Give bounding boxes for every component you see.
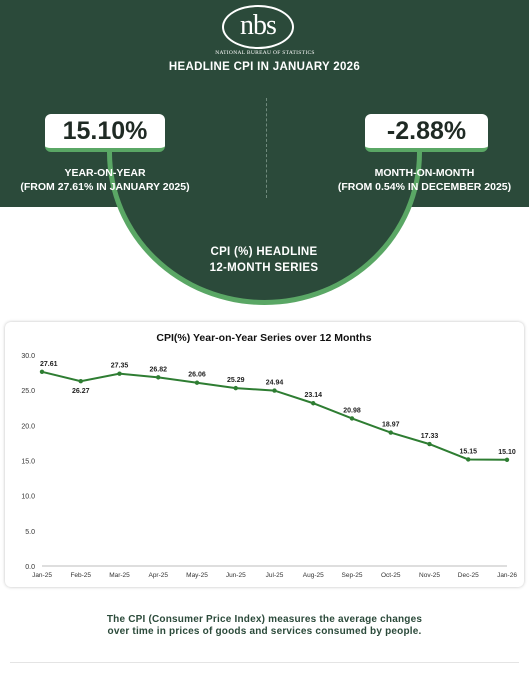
x-tick-label: Jun-25 — [226, 572, 246, 579]
x-tick-label: May-25 — [186, 572, 208, 579]
x-tick-label: Aug-25 — [303, 572, 324, 579]
mom-label: MONTH-ON-MONTH — [374, 167, 475, 179]
y-tick-label: 30.0 — [21, 353, 35, 360]
data-label: 26.82 — [149, 366, 167, 373]
page-headline: HEADLINE CPI IN JANUARY 2026 — [168, 61, 361, 73]
cpi-footnote: The CPI (Consumer Price Index) measures … — [20, 614, 509, 638]
x-tick-label: Jul-25 — [266, 572, 284, 579]
data-point — [466, 457, 471, 462]
y-tick-label: 10.0 — [21, 494, 35, 501]
y-tick-label: 15.0 — [21, 459, 35, 466]
x-tick-label: Oct-25 — [381, 572, 401, 579]
mom-label-block: MONTH-ON-MONTH (FROM 0.54% IN DECEMBER 2… — [320, 166, 529, 194]
data-label: 26.27 — [72, 388, 90, 395]
data-label: 26.06 — [188, 372, 206, 379]
data-label: 20.98 — [343, 407, 361, 414]
series-title-line1: CPI (%) HEADLINE — [210, 246, 318, 258]
footnote-line2: over time in prices of goods and service… — [107, 626, 422, 637]
mom-value-box: -2.88% — [365, 114, 488, 152]
data-label: 24.94 — [266, 380, 284, 387]
mom-sublabel: (FROM 0.54% IN DECEMBER 2025) — [337, 181, 512, 193]
x-tick-label: Jan-26 — [497, 572, 517, 579]
x-tick-label: Feb-25 — [70, 572, 91, 579]
data-point — [427, 441, 432, 447]
data-point — [504, 457, 510, 462]
data-point — [388, 430, 393, 435]
series-title-line2: 12-MONTH SERIES — [209, 262, 319, 274]
x-tick-label: Sep-25 — [342, 572, 363, 579]
data-label: 15.10 — [498, 449, 516, 456]
yoy-value-box: 15.10% — [45, 114, 165, 152]
x-tick-label: Dec-25 — [458, 572, 479, 579]
chart-card: CPI(%) Year-on-Year Series over 12 Month… — [5, 322, 524, 587]
data-point — [78, 379, 83, 384]
x-tick-label: Apr-25 — [148, 572, 168, 579]
yoy-label-block: YEAR-ON-YEAR (FROM 27.61% IN JANUARY 202… — [0, 166, 210, 194]
y-tick-label: 0.0 — [25, 564, 35, 571]
footnote-line1: The CPI (Consumer Price Index) measures … — [106, 614, 423, 625]
logo-subtitle: NATIONAL BUREAU OF STATISTICS — [215, 50, 315, 56]
yoy-label: YEAR-ON-YEAR — [64, 167, 146, 179]
data-point — [156, 375, 161, 380]
bottom-rule — [10, 662, 519, 663]
chart-title: CPI(%) Year-on-Year Series over 12 Month… — [156, 332, 371, 344]
data-point — [272, 388, 277, 393]
data-label: 23.14 — [304, 392, 322, 399]
data-label: 27.35 — [111, 363, 129, 370]
y-tick-label: 25.0 — [21, 388, 35, 395]
data-label: 25.29 — [227, 377, 245, 384]
y-tick-label: 20.0 — [21, 423, 35, 430]
nbs-logo: nbs — [222, 5, 294, 49]
data-point — [194, 380, 200, 385]
data-label: 17.33 — [421, 433, 439, 440]
x-tick-label: Jan-25 — [32, 572, 52, 579]
data-label: 15.15 — [459, 448, 477, 455]
data-point — [349, 416, 355, 421]
y-tick-label: 5.0 — [25, 529, 35, 536]
data-label: 18.97 — [382, 422, 400, 429]
yoy-sublabel: (FROM 27.61% IN JANUARY 2025) — [20, 181, 190, 193]
data-point — [233, 385, 238, 391]
x-tick-label: Nov-25 — [419, 572, 440, 579]
data-point — [117, 371, 122, 376]
cpi-line-chart: CPI(%) Year-on-Year Series over 12 Month… — [21, 332, 517, 579]
data-point — [39, 369, 45, 375]
series-title: CPI (%) HEADLINE 12-MONTH SERIES — [164, 244, 364, 276]
stats-divider — [266, 98, 267, 198]
data-point — [311, 401, 316, 406]
x-tick-label: Mar-25 — [109, 572, 130, 579]
data-label: 27.61 — [40, 361, 58, 368]
